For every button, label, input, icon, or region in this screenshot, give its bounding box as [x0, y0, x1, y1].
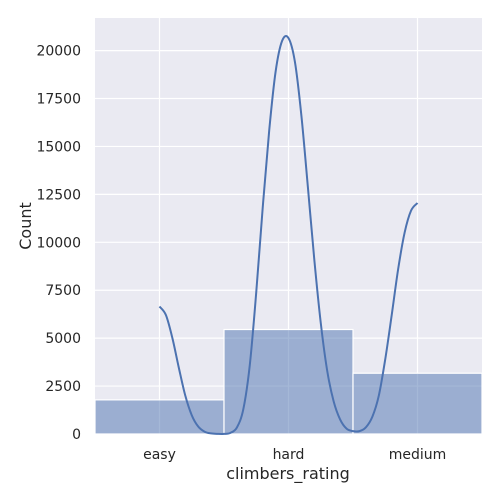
x-axis-label: climbers_rating	[226, 464, 350, 484]
y-tick-label: 17500	[36, 92, 81, 108]
y-tick-label: 0	[72, 427, 81, 443]
y-tick-label: 7500	[45, 283, 81, 299]
kde-curve	[158, 35, 419, 435]
bar-easy	[94, 399, 225, 435]
x-tick-labels: easy hard medium	[143, 447, 446, 463]
y-tick-label: 12500	[36, 187, 81, 203]
x-tick-label: easy	[143, 447, 176, 463]
y-tick-label: 15000	[36, 139, 81, 155]
x-tick-label: hard	[273, 447, 305, 463]
y-tick-labels: 0 2500 5000 7500 10000 12500 15000 17500 20000	[36, 44, 81, 443]
y-axis-label: Count	[16, 202, 35, 250]
x-tick-label: medium	[389, 447, 447, 463]
y-tick-label: 5000	[45, 331, 81, 347]
y-tick-label: 2500	[45, 379, 81, 395]
bar-hard	[223, 328, 354, 435]
y-tick-label: 10000	[36, 235, 81, 251]
bars	[94, 328, 483, 435]
y-tick-label: 20000	[36, 44, 81, 60]
bar-medium	[352, 372, 483, 435]
